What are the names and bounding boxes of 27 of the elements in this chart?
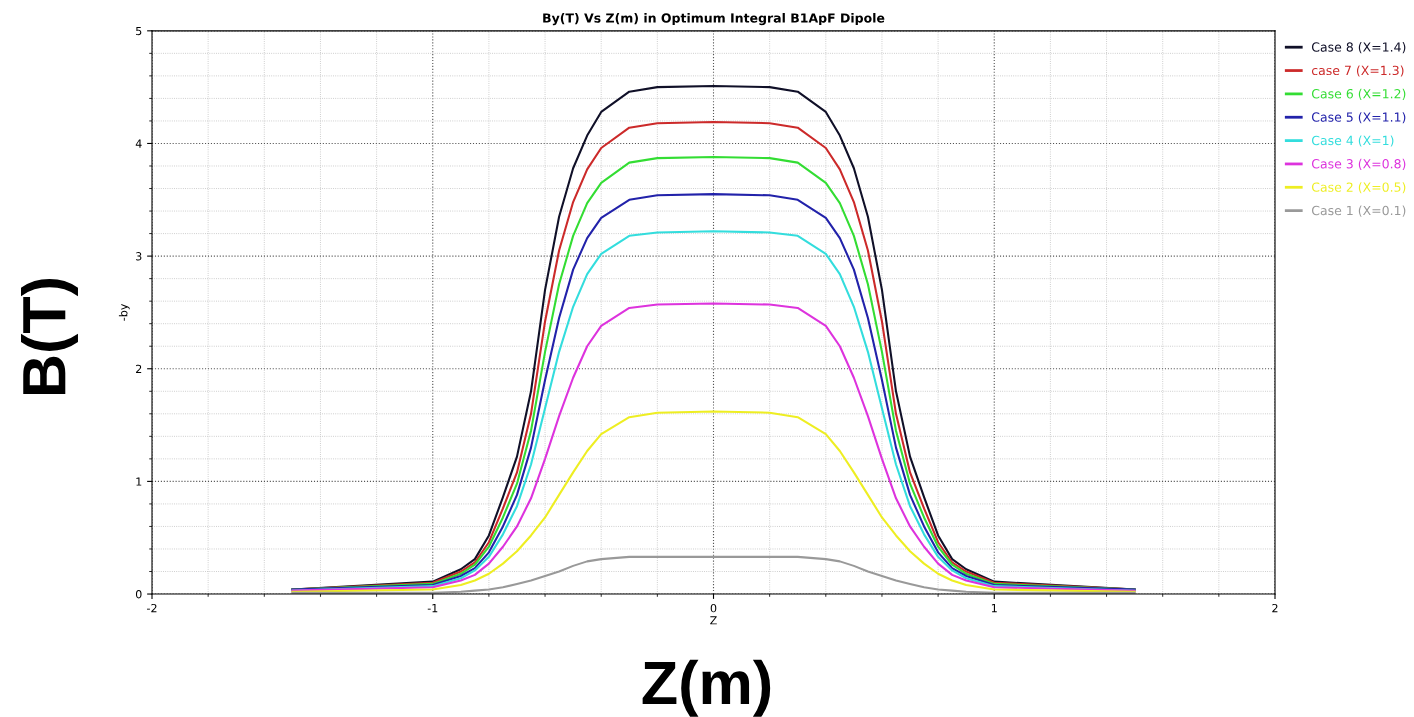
- legend-label: Case 8 (X=1.4): [1311, 42, 1406, 54]
- chart-title: By(T) Vs Z(m) in Optimum Integral B1ApF Dipole: [543, 13, 885, 26]
- legend-label: Case 1 (X=0.1): [1311, 205, 1406, 217]
- x-tick-label: -2: [147, 603, 157, 613]
- y-tick-label: 2: [136, 364, 142, 373]
- legend-label: case 7 (X=1.3): [1311, 65, 1404, 77]
- x-axis-title: Z: [710, 616, 717, 625]
- legend-label: Case 2 (X=0.5): [1311, 182, 1406, 194]
- x-tick-label: 2: [1272, 603, 1278, 613]
- y-tick-label: 1: [136, 477, 142, 486]
- legend-label: Case 5 (X=1.1): [1311, 112, 1406, 124]
- x-tick-label: -1: [427, 604, 438, 613]
- legend-label: Case 4 (X=1): [1311, 135, 1394, 147]
- text: Z(m): [642, 659, 771, 717]
- legend-label: Case 3 (X=0.8): [1311, 158, 1406, 170]
- y-tick-label: 3: [136, 252, 142, 261]
- line-series: [291, 410, 1136, 593]
- y-tick-label: 4: [135, 139, 142, 148]
- x-tick-label: 0: [710, 603, 717, 613]
- y-axis-title: -by: [118, 303, 130, 321]
- text: B(T): [21, 278, 78, 394]
- x-tick-label: 1: [991, 604, 997, 613]
- line-series: [291, 555, 1136, 594]
- legend-label: Case 6 (X=1.2): [1311, 88, 1406, 100]
- line-series: [291, 302, 1136, 592]
- y-tick-label: 5: [136, 26, 142, 36]
- y-tick-label: 0: [135, 590, 142, 599]
